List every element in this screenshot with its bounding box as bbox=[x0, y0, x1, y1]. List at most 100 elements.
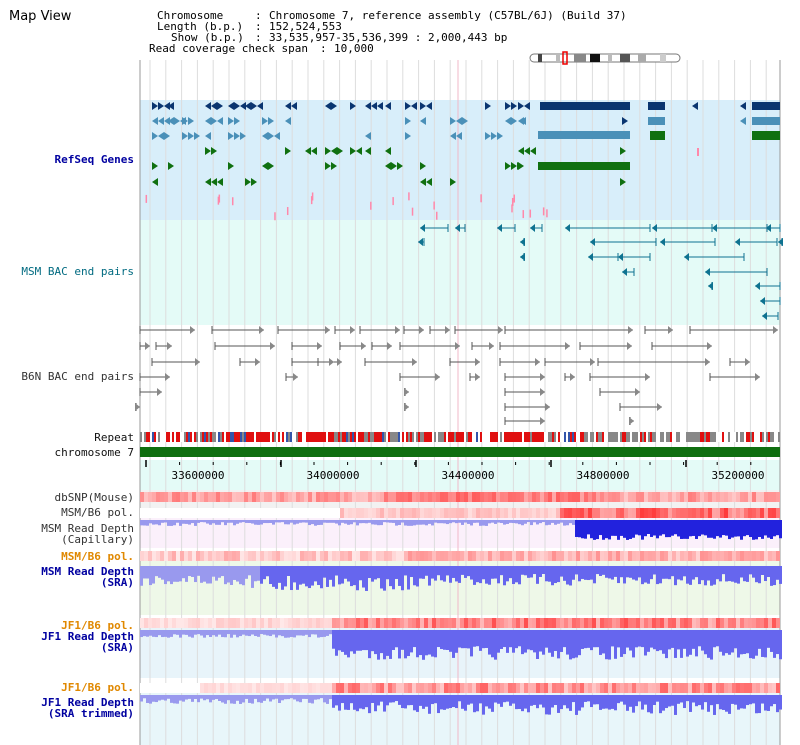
repeat-element bbox=[482, 432, 484, 442]
depth-bar bbox=[713, 566, 716, 585]
track-label-dbsnp[interactable]: dbSNP(Mouse) bbox=[54, 491, 134, 504]
heat-cell bbox=[216, 492, 220, 502]
msm-bac-pair bbox=[735, 238, 778, 246]
depth-bar bbox=[359, 566, 362, 581]
depth-bar bbox=[644, 520, 647, 537]
heat-cell bbox=[204, 618, 208, 628]
depth-bar bbox=[539, 520, 542, 524]
depth-bar bbox=[410, 630, 413, 653]
track-label-jf1-b6-pol[interactable]: JF1/B6 pol. bbox=[61, 619, 134, 632]
gene-arrow bbox=[511, 117, 517, 125]
heat-cell bbox=[280, 618, 284, 628]
repeat-element bbox=[582, 432, 584, 442]
depth-bar bbox=[653, 630, 656, 650]
heat-cell bbox=[724, 618, 728, 628]
track-label-chromosome[interactable]: chromosome 7 bbox=[54, 446, 134, 459]
depth-bar bbox=[626, 695, 629, 711]
depth-bar bbox=[671, 520, 674, 536]
repeat-element bbox=[440, 432, 442, 442]
depth-bar bbox=[356, 520, 359, 526]
depth-bar bbox=[518, 566, 521, 585]
depth-bar bbox=[476, 695, 479, 712]
heat-cell bbox=[408, 683, 412, 693]
depth-bar bbox=[359, 520, 362, 524]
track-label-msm-depth-capillary[interactable]: MSM Read Depth bbox=[41, 522, 134, 535]
heat-cell bbox=[316, 618, 320, 628]
msm-sra-depth bbox=[140, 566, 782, 591]
gene-arrow bbox=[420, 162, 426, 170]
track-label-jf1-depth[interactable]: JF1 Read Depth bbox=[41, 630, 134, 643]
heat-cell bbox=[672, 508, 676, 518]
track-label-jf1-b6-pol-2[interactable]: JF1/B6 pol. bbox=[61, 681, 134, 694]
depth-bar bbox=[269, 520, 272, 523]
track-label-msm-bac[interactable]: MSM BAC end pairs bbox=[21, 265, 134, 278]
heat-cell bbox=[180, 618, 184, 628]
repeat-track bbox=[140, 432, 780, 442]
repeat-element bbox=[154, 432, 156, 442]
bac-end bbox=[766, 224, 771, 232]
track-label-msm-depth-sra[interactable]: MSM Read Depth bbox=[41, 565, 134, 578]
depth-bar bbox=[305, 520, 308, 523]
repeat-element bbox=[316, 432, 318, 442]
heat-cell bbox=[520, 683, 524, 693]
heat-cell bbox=[640, 618, 644, 628]
depth-bar bbox=[428, 566, 431, 586]
heat-cell bbox=[760, 508, 764, 518]
repeat-element bbox=[212, 432, 214, 442]
repeat-element bbox=[698, 432, 700, 442]
heat-cell bbox=[712, 551, 716, 561]
heat-cell bbox=[260, 508, 264, 518]
track-label-refseq[interactable]: RefSeq Genes bbox=[54, 153, 134, 166]
heat-cell bbox=[276, 492, 280, 502]
depth-bar bbox=[419, 695, 422, 706]
depth-bar bbox=[650, 695, 653, 714]
depth-bar bbox=[335, 566, 338, 576]
heat-cell bbox=[644, 683, 648, 693]
pseudogene-mark bbox=[310, 196, 313, 205]
repeat-element bbox=[652, 432, 654, 442]
pseudogene-mark bbox=[511, 197, 514, 206]
repeat-element bbox=[510, 432, 512, 442]
repeat-element bbox=[728, 432, 730, 442]
bac-end bbox=[755, 373, 760, 381]
pseudogene-mark bbox=[546, 209, 548, 218]
track-label-msm-b6-pol-2[interactable]: MSM/B6 pol. bbox=[61, 550, 134, 563]
heat-cell bbox=[644, 551, 648, 561]
gene-arrow bbox=[391, 162, 397, 170]
gene-arrow bbox=[257, 102, 263, 110]
repeat-element bbox=[548, 432, 550, 442]
track-label-jf1-depth-trimmed[interactable]: JF1 Read Depth bbox=[41, 696, 134, 709]
bac-end bbox=[773, 326, 778, 334]
repeat-element bbox=[732, 432, 734, 442]
track-label-msm-b6-pol[interactable]: MSM/B6 pol. bbox=[61, 506, 134, 519]
heat-cell bbox=[420, 618, 424, 628]
depth-bar bbox=[317, 566, 320, 586]
repeat-element bbox=[142, 432, 144, 442]
repeat-element bbox=[232, 432, 234, 442]
heat-cell bbox=[460, 683, 464, 693]
heat-cell bbox=[460, 492, 464, 502]
gene-arrow bbox=[245, 178, 251, 186]
depth-bar bbox=[260, 630, 263, 635]
depth-bar bbox=[158, 566, 161, 578]
depth-bar bbox=[293, 566, 296, 583]
depth-bar bbox=[290, 695, 293, 699]
gene-arrow bbox=[268, 117, 274, 125]
b6n-bac-pair bbox=[139, 373, 170, 381]
depth-bar bbox=[140, 630, 143, 638]
depth-bar bbox=[338, 630, 341, 651]
depth-bar bbox=[374, 630, 377, 655]
heat-cell bbox=[376, 508, 380, 518]
depth-bar bbox=[689, 695, 692, 712]
gene-arrow bbox=[234, 132, 240, 140]
heat-cell bbox=[464, 551, 468, 561]
info-label: Show (b.p.) bbox=[171, 31, 244, 44]
track-label-b6n-bac[interactable]: B6N BAC end pairs bbox=[21, 370, 134, 383]
depth-bar bbox=[431, 566, 434, 579]
heat-cell bbox=[776, 551, 780, 561]
track-label-repeat[interactable]: Repeat bbox=[94, 431, 134, 444]
gene-arrow bbox=[620, 147, 626, 155]
depth-bar bbox=[233, 695, 236, 704]
heat-cell bbox=[160, 508, 164, 518]
